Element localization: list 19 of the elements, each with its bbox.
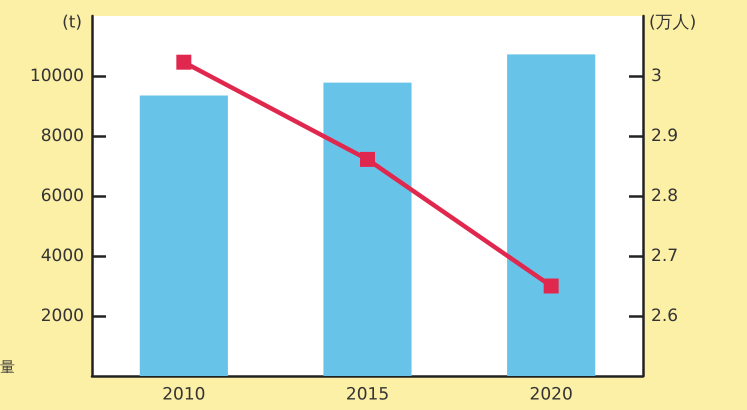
y-tick-label: 8000 (40, 126, 84, 146)
y-tick-label: 4000 (40, 246, 84, 266)
y-tick-label: 2000 (40, 306, 84, 326)
y-tick-label: 6000 (40, 186, 84, 206)
y-tick-label: 10000 (30, 66, 84, 86)
text: 量 (0, 358, 15, 377)
y2-tick-label: 2.6 (651, 306, 678, 326)
y-axis-title: (t) (62, 12, 82, 32)
x-tick-label: 2010 (162, 384, 206, 404)
x-tick-label: 2020 (530, 384, 573, 404)
y2-tick-label: 2.7 (651, 246, 678, 266)
point (176, 54, 192, 70)
point (360, 152, 375, 167)
x-tick-label: 2015 (346, 384, 390, 404)
point (544, 278, 559, 294)
y2-tick-label: 2.8 (651, 186, 678, 206)
y2-tick-label: 3 (651, 66, 662, 86)
y2-axis-title: (万人) (649, 12, 696, 32)
y2-tick-label: 2.9 (651, 126, 678, 146)
